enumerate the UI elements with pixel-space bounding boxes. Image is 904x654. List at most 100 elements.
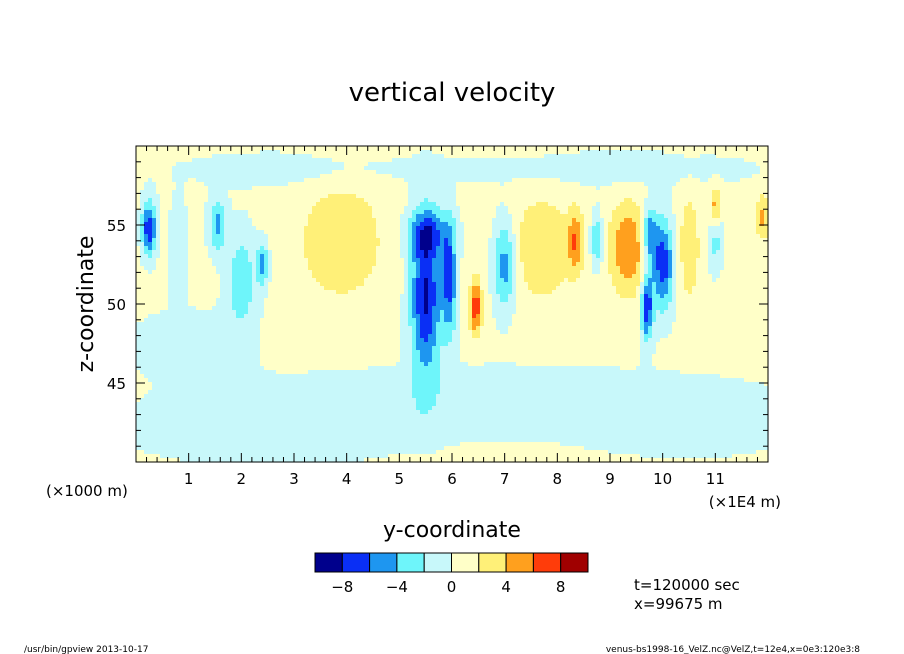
field-cell — [344, 438, 349, 443]
field-cell — [228, 342, 233, 347]
field-cell — [136, 202, 141, 207]
field-cell — [316, 290, 321, 295]
field-cell — [312, 330, 317, 335]
field-cell — [224, 430, 229, 435]
field-cell — [272, 386, 277, 391]
field-cell — [328, 394, 333, 399]
field-cell — [148, 262, 153, 267]
field-cell — [260, 310, 265, 315]
field-cell — [388, 194, 393, 199]
field-cell — [296, 358, 301, 363]
field-cell — [200, 446, 205, 451]
field-cell — [196, 314, 201, 319]
field-cell — [168, 402, 173, 407]
field-cell — [328, 274, 333, 279]
field-cell — [308, 190, 313, 195]
field-cell — [296, 330, 301, 335]
field-cell — [224, 414, 229, 419]
field-cell — [204, 306, 209, 311]
field-cell — [144, 230, 149, 235]
field-cell — [220, 246, 225, 251]
field-cell — [180, 406, 185, 411]
field-cell — [224, 342, 229, 347]
field-cell — [280, 262, 285, 267]
field-cell — [272, 274, 277, 279]
field-cell — [232, 158, 237, 163]
field-cell — [288, 430, 293, 435]
field-cell — [284, 378, 289, 383]
field-cell — [288, 282, 293, 287]
field-cell — [200, 442, 205, 447]
field-cell — [192, 306, 197, 311]
field-cell — [168, 406, 173, 411]
field-cell — [140, 170, 145, 175]
field-cell — [292, 410, 297, 415]
field-cell — [308, 334, 313, 339]
field-cell — [212, 450, 217, 455]
field-cell — [188, 278, 193, 283]
field-cell — [216, 234, 221, 239]
field-cell — [172, 350, 177, 355]
field-cell — [336, 438, 341, 443]
field-cell — [336, 390, 341, 395]
field-cell — [368, 358, 373, 363]
field-cell — [292, 206, 297, 211]
field-cell — [264, 330, 269, 335]
field-cell — [228, 238, 233, 243]
field-cell — [156, 318, 161, 323]
field-cell — [152, 414, 157, 419]
field-cell — [340, 258, 345, 263]
field-cell — [184, 426, 189, 431]
field-cell — [244, 218, 249, 223]
field-cell — [256, 438, 261, 443]
field-cell — [188, 262, 193, 267]
field-cell — [368, 442, 373, 447]
field-cell — [368, 454, 373, 459]
field-cell — [288, 266, 293, 271]
field-cell — [384, 410, 389, 415]
field-cell — [380, 442, 385, 447]
field-cell — [320, 394, 325, 399]
field-cell — [188, 146, 193, 151]
field-cell — [208, 174, 213, 179]
field-cell — [300, 218, 305, 223]
field-cell — [312, 394, 317, 399]
field-cell — [240, 150, 245, 155]
field-cell — [240, 418, 245, 423]
field-cell — [312, 418, 317, 423]
field-cell — [288, 458, 293, 463]
field-cell — [280, 306, 285, 311]
field-cell — [332, 346, 337, 351]
field-cell — [196, 178, 201, 183]
field-cell — [200, 218, 205, 223]
field-cell — [172, 402, 177, 407]
field-cell — [348, 410, 353, 415]
field-cell — [200, 170, 205, 175]
field-cell — [304, 282, 309, 287]
field-cell — [256, 178, 261, 183]
field-cell — [304, 454, 309, 459]
field-cell — [336, 350, 341, 355]
field-cell — [172, 370, 177, 375]
field-cell — [344, 350, 349, 355]
field-cell — [348, 170, 353, 175]
field-cell — [280, 378, 285, 383]
field-cell — [368, 378, 373, 383]
field-cell — [200, 214, 205, 219]
field-cell — [252, 170, 257, 175]
field-cell — [160, 182, 165, 187]
field-cell — [256, 442, 261, 447]
field-cell — [184, 214, 189, 219]
field-cell — [228, 190, 233, 195]
field-cell — [168, 206, 173, 211]
field-cell — [380, 226, 385, 231]
field-cell — [204, 194, 209, 199]
field-cell — [252, 398, 257, 403]
field-cell — [356, 238, 361, 243]
field-cell — [180, 286, 185, 291]
field-cell — [152, 386, 157, 391]
field-cell — [380, 418, 385, 423]
field-cell — [192, 242, 197, 247]
field-cell — [216, 454, 221, 459]
field-cell — [300, 266, 305, 271]
